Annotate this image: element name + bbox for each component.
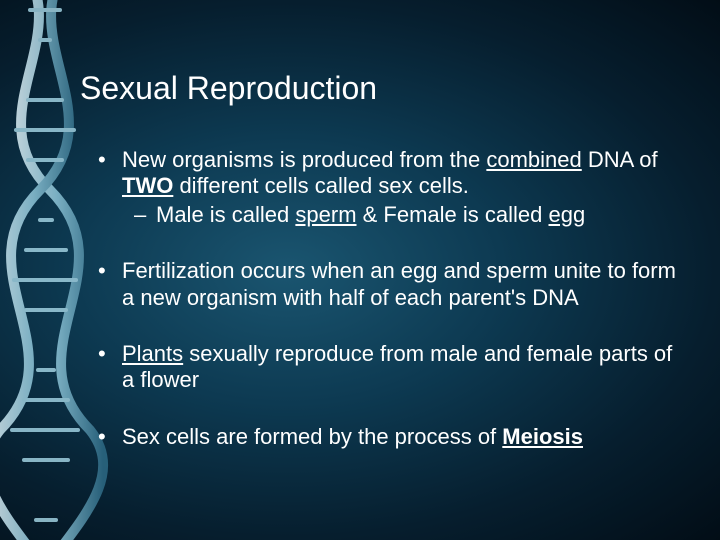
text-fragment: Fertilization occurs when an egg and spe… [122, 258, 676, 309]
text-fragment: sexually reproduce from male and female … [122, 341, 672, 392]
bullet-1: New organisms is produced from the combi… [98, 147, 690, 228]
text-fragment: Male is called [156, 202, 295, 227]
sub-bullet-1: Male is called sperm & Female is called … [134, 202, 690, 228]
text-fragment: Sex cells are formed by the process of [122, 424, 502, 449]
slide-title: Sexual Reproduction [80, 70, 690, 107]
underlined-text: sperm [295, 202, 356, 227]
bullet-3: Plants sexually reproduce from male and … [98, 341, 690, 394]
text-fragment: New organisms is produced from the [122, 147, 486, 172]
bullet-2: Fertilization occurs when an egg and spe… [98, 258, 690, 311]
bold-underlined-text: Meiosis [502, 424, 583, 449]
bullet-list: New organisms is produced from the combi… [80, 147, 690, 450]
underlined-text: combined [486, 147, 581, 172]
text-fragment: & Female is called [357, 202, 549, 227]
sub-bullet-list: Male is called sperm & Female is called … [122, 202, 690, 228]
text-fragment: different cells called sex cells. [173, 173, 469, 198]
underlined-text: Plants [122, 341, 183, 366]
bullet-4: Sex cells are formed by the process of M… [98, 424, 690, 450]
text-fragment: DNA of [582, 147, 658, 172]
slide-content: Sexual Reproduction New organisms is pro… [80, 70, 690, 480]
underlined-text: egg [548, 202, 585, 227]
bold-underlined-text: TWO [122, 173, 173, 198]
